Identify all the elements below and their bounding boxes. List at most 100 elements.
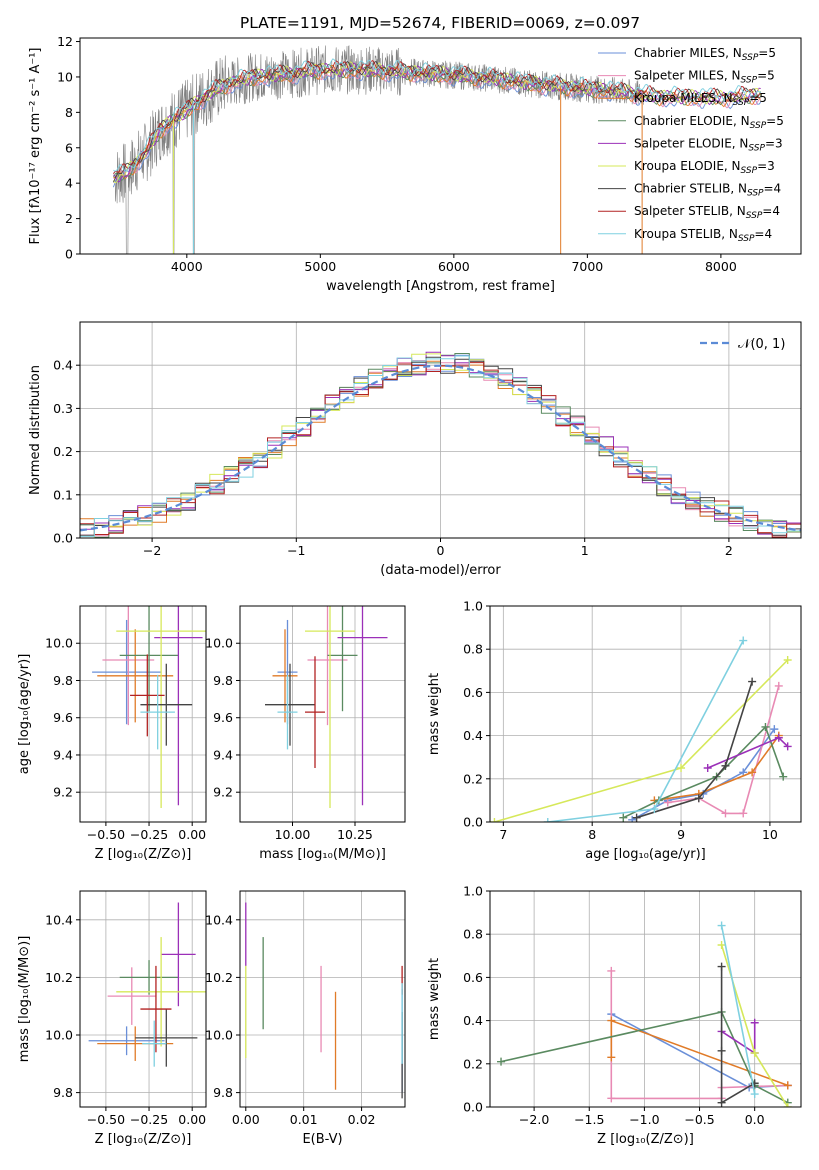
y-tick-label: 0.6 bbox=[463, 970, 483, 985]
weight-marker bbox=[717, 921, 726, 930]
y-axis-label: Normed distribution bbox=[28, 365, 43, 495]
x-tick-label: 0.00 bbox=[178, 827, 206, 842]
weight-marker bbox=[739, 636, 748, 645]
x-tick-label: −1 bbox=[287, 543, 305, 558]
x-axis-label: E(B-V) bbox=[302, 1132, 342, 1147]
chart-title: PLATE=1191, MJD=52674, FIBERID=0069, z=0… bbox=[240, 14, 640, 32]
x-tick-label: 0.00 bbox=[232, 1112, 260, 1127]
x-axis-label: mass [log₁₀(M/M⊙)] bbox=[259, 847, 386, 862]
x-tick-label: −2 bbox=[143, 543, 161, 558]
plot-area bbox=[88, 902, 206, 1067]
weight-marker bbox=[632, 813, 641, 822]
x-axis-label: Z [log₁₀(Z/Z⊙)] bbox=[95, 847, 192, 862]
weight-line bbox=[720, 966, 756, 1105]
x-tick-label: −2.0 bbox=[519, 1112, 549, 1127]
legend-sub: SSP bbox=[747, 189, 764, 199]
error-bar-point bbox=[305, 656, 325, 768]
weight-marker bbox=[750, 1090, 759, 1099]
weight-marker bbox=[721, 761, 730, 770]
x-tick-label: 9 bbox=[677, 827, 685, 842]
weight-line bbox=[494, 659, 789, 822]
legend-suffix: =5 bbox=[758, 46, 776, 60]
y-tick-label: 9.8 bbox=[213, 1085, 233, 1100]
error-bar-point bbox=[307, 606, 348, 726]
weight-line bbox=[636, 681, 753, 819]
weight-marker bbox=[783, 742, 792, 751]
weight-marker bbox=[703, 764, 712, 772]
x-tick-label: 10.25 bbox=[337, 827, 373, 842]
y-tick-label: 0.3 bbox=[53, 401, 73, 416]
legend-name: Kroupa STELIB, N bbox=[634, 227, 738, 241]
weight-marker bbox=[677, 764, 686, 772]
weight-marker bbox=[619, 813, 628, 822]
weight-marker bbox=[750, 1049, 759, 1057]
model-line bbox=[112, 60, 761, 183]
y-tick-label: 0.0 bbox=[53, 531, 73, 546]
x-tick-label: 8000 bbox=[705, 259, 737, 274]
x-tick-label: −1.0 bbox=[629, 1112, 659, 1127]
weight-line bbox=[500, 1011, 789, 1104]
legend-suffix: =3 bbox=[757, 159, 775, 173]
y-tick-label: 9.2 bbox=[213, 785, 233, 800]
y-tick-label: 0 bbox=[65, 247, 73, 262]
error-bar-point bbox=[277, 674, 298, 750]
x-tick-label: 7000 bbox=[571, 259, 603, 274]
axes-frame bbox=[239, 890, 406, 1108]
plot-area bbox=[80, 351, 801, 538]
error-bar-point bbox=[102, 606, 155, 726]
x-axis-label: wavelength [Angstrom, rest frame] bbox=[326, 279, 555, 294]
error-bar-point bbox=[140, 965, 172, 1053]
y-tick-label: 6 bbox=[65, 140, 73, 155]
panel-4: 10.00 10.25 9.2 9.4 9.6 9.8 10.0 mass [log₁₀(M/… bbox=[205, 605, 406, 862]
x-axis-label: Z [log₁₀(Z/Z⊙)] bbox=[95, 1132, 192, 1147]
weight-marker bbox=[774, 681, 783, 690]
weight-marker bbox=[783, 656, 792, 664]
legend-name: Chabrier STELIB, N bbox=[634, 182, 747, 196]
y-tick-label: 9.8 bbox=[53, 673, 73, 688]
plot-area bbox=[497, 921, 792, 1107]
legend-entry: Chabrier STELIB, NSSP=4 bbox=[634, 182, 781, 199]
weight-marker bbox=[721, 809, 730, 818]
model-line bbox=[113, 60, 761, 175]
gaussian-curve bbox=[80, 364, 801, 532]
error-bar-point bbox=[92, 619, 162, 725]
grid bbox=[80, 606, 206, 822]
x-tick-label: 10 bbox=[762, 827, 778, 842]
weight-line bbox=[720, 925, 756, 1095]
x-tick-label: 5000 bbox=[304, 259, 336, 274]
x-tick-label: 10.00 bbox=[275, 827, 311, 842]
axes-frame bbox=[79, 890, 207, 1108]
y-tick-label: 4 bbox=[65, 176, 73, 191]
plot-area bbox=[490, 636, 792, 822]
x-tick-label: −0.25 bbox=[130, 827, 168, 842]
weight-marker bbox=[717, 1098, 726, 1107]
error-bar-point bbox=[140, 674, 175, 750]
panel-2: −2 −1 0 1 2 0.0 0.1 0.2 0.3 0.4 (data-model)/error… bbox=[28, 321, 802, 578]
weight-marker bbox=[770, 725, 779, 734]
weight-line bbox=[547, 640, 744, 822]
y-tick-label: 0.2 bbox=[463, 1056, 483, 1071]
weight-line bbox=[622, 725, 784, 819]
x-tick-label: −1.5 bbox=[574, 1112, 604, 1127]
legend-suffix: =4 bbox=[764, 182, 782, 196]
weight-marker bbox=[779, 772, 788, 781]
weight-marker bbox=[490, 818, 499, 822]
grid bbox=[490, 890, 801, 1108]
x-tick-label: 7 bbox=[499, 827, 507, 842]
y-tick-label: 10.4 bbox=[205, 912, 233, 927]
legend-sub: SSP bbox=[742, 53, 759, 63]
y-tick-label: 1.0 bbox=[463, 599, 483, 614]
plot-area bbox=[112, 45, 762, 254]
legend-suffix: =5 bbox=[757, 69, 775, 83]
error-bar-point bbox=[140, 663, 193, 746]
weight-marker bbox=[717, 962, 726, 971]
panel-6: −0.50 −0.25 0.00 9.8 10.0 10.2 10.4 Z [log₁₀(Z/… bbox=[17, 890, 207, 1147]
y-tick-label: 9.6 bbox=[53, 710, 73, 725]
x-tick-label: 0.0 bbox=[745, 1112, 765, 1127]
legend-entry: 𝒩(0, 1) bbox=[738, 337, 785, 352]
legend-sub: SSP bbox=[733, 98, 750, 108]
legend-entry: Kroupa ELODIE, NSSP=3 bbox=[634, 159, 775, 176]
legend-entry: Salpeter MILES, NSSP=5 bbox=[634, 69, 775, 86]
x-tick-label: 1 bbox=[581, 543, 589, 558]
y-tick-label: 10.0 bbox=[205, 636, 233, 651]
